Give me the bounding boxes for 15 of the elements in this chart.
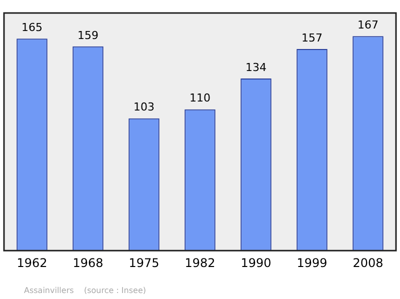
data-label: 159	[78, 28, 98, 42]
data-label: 167	[358, 18, 378, 32]
text: Assainvillers (source : Insee)	[24, 286, 146, 295]
data-label: 134	[246, 60, 266, 74]
data-label: 157	[302, 31, 322, 44]
x-tick-label: 1962	[16, 256, 48, 270]
x-tick-label: 2008	[352, 256, 384, 270]
x-tick-label: 1999	[296, 256, 328, 270]
x-tick-label: 1990	[240, 256, 272, 270]
data-label: 103	[134, 100, 154, 114]
x-tick-label: 1968	[72, 256, 104, 270]
x-tick-label: 1975	[128, 256, 160, 270]
data-label: 165	[22, 21, 42, 34]
x-tick-label: 1982	[184, 256, 216, 270]
data-label: 110	[190, 92, 210, 105]
